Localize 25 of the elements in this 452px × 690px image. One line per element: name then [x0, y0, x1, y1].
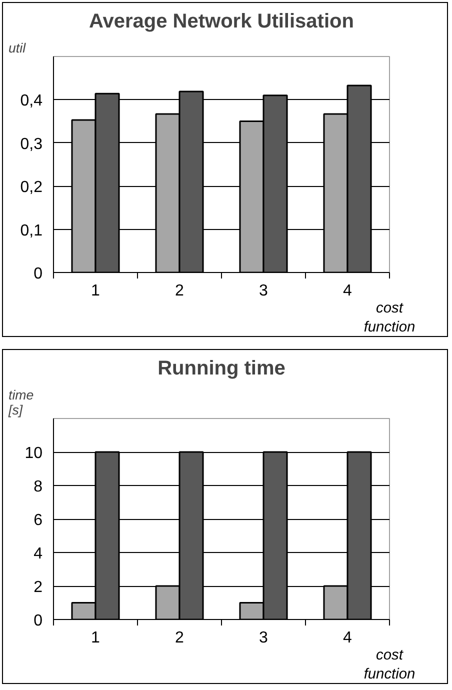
- y-tick-label: 0,4: [20, 92, 43, 110]
- x-tick-label: 4: [343, 282, 352, 300]
- y-axis-title: util: [8, 40, 27, 56]
- x-axis-title: cost function: [364, 300, 416, 336]
- x-tick-label: 1: [91, 282, 100, 300]
- y-axis-title: time [s]: [8, 388, 34, 418]
- x-axis-title: cost function: [364, 648, 416, 683]
- y-tick-label: 0,3: [20, 136, 43, 153]
- x-tick-label: 2: [175, 630, 184, 646]
- x-tick-label: 4: [343, 630, 352, 646]
- chart-title: Average Network Utilisation: [89, 10, 354, 32]
- y-tick-label: 0: [34, 612, 43, 630]
- y-tick-label: 6: [34, 512, 43, 529]
- y-tick-label: 0,2: [20, 179, 43, 196]
- y-tick-label: 4: [34, 546, 43, 562]
- x-tick-label: 3: [259, 630, 268, 646]
- y-tick-label: 2: [34, 579, 43, 596]
- y-tick-label: 0,1: [20, 222, 43, 240]
- y-tick-label: 10: [24, 445, 43, 462]
- x-tick-label: 2: [175, 282, 184, 300]
- x-tick-label: 3: [259, 282, 268, 300]
- y-tick-label: 8: [34, 478, 43, 496]
- y-tick-label: 0: [34, 266, 43, 282]
- chart-title: Running time: [158, 358, 286, 380]
- x-tick-label: 1: [91, 630, 100, 646]
